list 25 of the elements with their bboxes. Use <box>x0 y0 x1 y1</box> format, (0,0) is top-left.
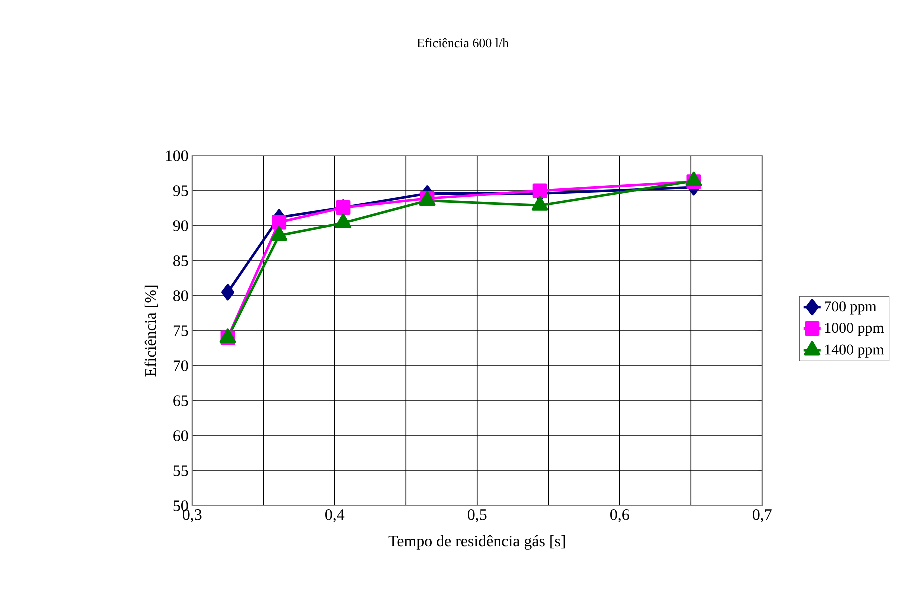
y-tick-label: 50 <box>174 500 188 512</box>
y-tick-label: 75 <box>174 326 188 336</box>
y-tick-label: 85 <box>174 256 188 266</box>
x-tick-label: 0,6 <box>610 510 630 523</box>
y-tick-label: 90 <box>173 220 188 232</box>
y-axis-title: Eficiência [%] <box>144 286 158 377</box>
x-tick-label: 0,5 <box>468 510 487 523</box>
x-tick-label: 0,4 <box>326 510 345 523</box>
legend-label: 1000 ppm <box>825 323 884 336</box>
y-tick-label: 55 <box>174 466 188 476</box>
y-tick-label: 60 <box>174 430 188 442</box>
x-axis-title: Tempo de residência gás [s] <box>388 535 566 550</box>
legend-label: 1400 ppm <box>825 344 884 358</box>
point <box>532 184 548 198</box>
y-tick-label: 65 <box>174 396 188 406</box>
legend-label: 700 ppm <box>825 302 877 315</box>
y-tick-label: 70 <box>174 360 188 372</box>
point <box>272 215 287 230</box>
y-tick-label: 80 <box>174 290 188 302</box>
y-tick-label: 100 <box>166 150 188 162</box>
x-tick-label: 0,7 <box>753 510 772 523</box>
y-tick-label: 95 <box>173 186 188 196</box>
x-tick-label: 0,3 <box>183 510 202 523</box>
chart-title: Eficiência 600 l/h <box>417 38 509 48</box>
point <box>222 284 235 301</box>
